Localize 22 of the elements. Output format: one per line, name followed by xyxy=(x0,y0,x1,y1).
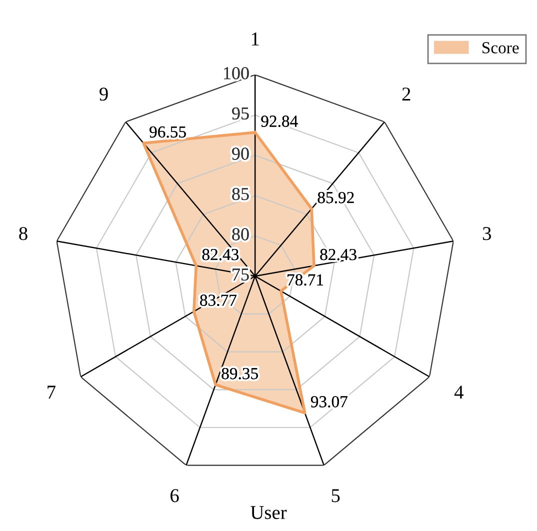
spoke-label: 2 xyxy=(402,88,410,100)
legend-label: Score xyxy=(482,42,519,54)
spoke-label: 8 xyxy=(19,226,28,240)
y-tick-label: 90 xyxy=(232,148,249,160)
data-label: 82.43 xyxy=(320,248,356,260)
text: User xyxy=(250,506,287,520)
y-tick-label: 80 xyxy=(232,228,249,240)
spoke-label: 3 xyxy=(482,227,492,240)
y-tick-label: 95 xyxy=(232,107,249,120)
spoke-label: 1 xyxy=(252,32,259,46)
y-tick-label: 100 xyxy=(224,67,249,80)
spoke-label: 7 xyxy=(48,386,56,398)
spoke-label: 4 xyxy=(454,386,464,398)
spoke-label: 6 xyxy=(170,489,179,502)
data-label: 82.43 xyxy=(202,248,239,260)
data-label: 92.84 xyxy=(261,116,298,127)
spoke-label: 9 xyxy=(100,88,108,101)
spoke-label: 5 xyxy=(332,489,340,502)
data-label: 96.55 xyxy=(150,126,186,138)
y-tick-label: 85 xyxy=(232,188,249,200)
data-label: 89.35 xyxy=(222,368,258,380)
data-label: 93.07 xyxy=(310,396,348,408)
